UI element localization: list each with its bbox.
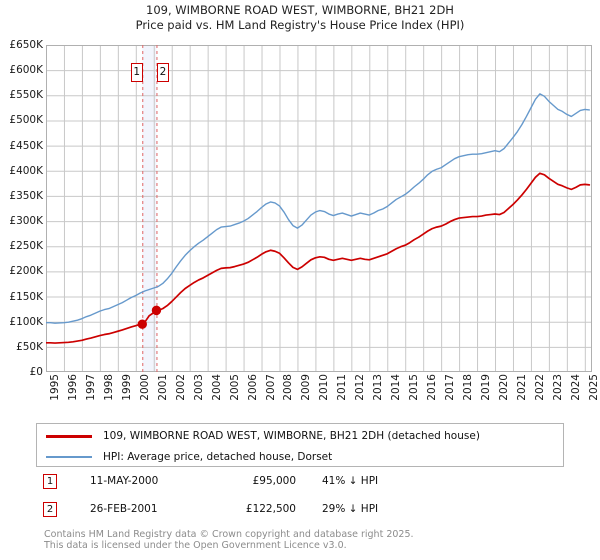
x-axis-tick-label: 1997 (84, 374, 97, 401)
x-axis-tick-label: 1996 (66, 374, 79, 401)
x-axis-tick-label: 2003 (192, 374, 205, 401)
x-axis-tick-label: 1999 (120, 374, 133, 401)
x-axis-tick-label: 2020 (498, 374, 510, 401)
x-axis-tick-label: 2014 (390, 374, 403, 401)
y-axis-tick-label: £50K (16, 340, 43, 353)
transaction-index-badge: 1 (43, 474, 57, 489)
x-axis-tick-label: 1995 (49, 374, 61, 401)
legend-swatch-property (46, 435, 92, 438)
marker-flag-1[interactable]: 1 (130, 63, 143, 82)
y-axis-tick-label: £650K (9, 39, 43, 51)
y-axis-tick-label: £350K (9, 189, 43, 202)
y-axis-tick-label: £200K (9, 265, 43, 278)
transaction-price: £95,000 (252, 475, 296, 487)
transaction-index-badge: 2 (43, 502, 57, 517)
transaction-date: 26-FEB-2001 (90, 503, 158, 515)
x-axis-tick-label: 2008 (282, 374, 295, 401)
series-line-hpi (46, 93, 591, 324)
chart-title-block: 109, WIMBORNE ROAD WEST, WIMBORNE, BH21 … (0, 3, 600, 33)
marker-flag-2[interactable]: 2 (156, 63, 169, 82)
legend-swatch-hpi (46, 456, 92, 459)
transaction-price: £122,500 (245, 503, 296, 515)
x-axis-tick-label: 2025 (587, 374, 600, 401)
legend-item-label: 109, WIMBORNE ROAD WEST, WIMBORNE, BH21 … (103, 430, 480, 442)
x-axis-tick-label: 2005 (228, 374, 241, 401)
y-axis-tick-label: £250K (9, 240, 43, 253)
x-axis-tick-label: 2013 (372, 374, 385, 401)
x-axis-tick-label: 2015 (408, 374, 421, 401)
y-axis-tick-label: £550K (9, 89, 43, 102)
x-axis-tick-label: 2009 (300, 374, 313, 401)
y-axis-tick-label: £500K (9, 114, 43, 127)
x-axis-tick-label: 1998 (102, 374, 115, 401)
page-subtitle: Price paid vs. HM Land Registry's House … (135, 18, 465, 32)
transaction-hpi-delta: 29% ↓ HPI (322, 503, 379, 515)
chart-svg (46, 45, 592, 372)
x-axis-tick-label: 2021 (515, 374, 528, 401)
x-axis-tick-label: 2002 (174, 374, 187, 401)
transaction-row[interactable]: 2 26-FEB-2001 £122,500 29% ↓ HPI (36, 500, 564, 526)
y-axis-tick-label: £100K (9, 315, 43, 328)
y-axis-tick-label: £300K (9, 215, 43, 228)
transactions-table: 1 11-MAY-2000 £95,000 41% ↓ HPI 2 26-FEB-2001… (36, 472, 564, 526)
footer-attribution: Contains HM Land Registry data © Crown c… (44, 529, 584, 551)
x-axis-tick-label: 2010 (318, 374, 331, 401)
legend-item: 109, WIMBORNE ROAD WEST, WIMBORNE, BH21 … (37, 425, 563, 447)
legend-item-label: HPI: Average price, detached house, Dors… (103, 451, 333, 463)
x-axis-tick-label: 2000 (138, 374, 151, 401)
x-axis-tick-label: 2017 (444, 374, 457, 401)
x-axis-labels: 1995 1996 1997 1998 1999 2000 2001 2002 2003 2004… (46, 374, 600, 416)
page-title: 109, WIMBORNE ROAD WEST, WIMBORNE, BH21 … (146, 3, 454, 17)
x-axis-tick-label: 2018 (462, 374, 475, 401)
plot-border (46, 45, 592, 372)
x-axis-tick-label: 2019 (480, 374, 493, 401)
x-axis-tick-label: 2022 (533, 374, 546, 401)
footer-line-2: This data is licensed under the Open Gov… (44, 540, 347, 551)
x-axis-tick-label: 2012 (354, 374, 367, 401)
y-axis-tick-label: £450K (9, 139, 43, 152)
transaction-row[interactable]: 1 11-MAY-2000 £95,000 41% ↓ HPI (36, 472, 564, 498)
legend-item: HPI: Average price, detached house, Dors… (37, 446, 563, 468)
series-line-property (46, 172, 591, 344)
chart-plot-area (46, 45, 592, 372)
x-axis-tick-label: 2001 (156, 374, 169, 401)
x-axis-tick-label: 2011 (336, 374, 349, 401)
transaction-date: 11-MAY-2000 (90, 475, 159, 487)
x-axis-tick-label: 2006 (246, 374, 259, 401)
x-axis-tick-label: 2004 (210, 374, 223, 401)
x-axis-tick-label: 2007 (264, 374, 277, 401)
y-axis-tick-label: £600K (9, 64, 43, 77)
footer-line-1: Contains HM Land Registry data © Crown c… (44, 529, 414, 540)
chart-legend: 109, WIMBORNE ROAD WEST, WIMBORNE, BH21 … (36, 423, 564, 467)
transaction-hpi-delta: 41% ↓ HPI (322, 475, 379, 487)
transaction-marker-dot[interactable] (137, 319, 147, 329)
y-axis-tick-label: £400K (9, 164, 43, 177)
y-axis-labels: £0 £50K £100K £150K £200K £250K £300K £350K £400… (0, 40, 43, 378)
transaction-marker-dot[interactable] (151, 305, 162, 316)
x-axis-tick-label: 2016 (426, 374, 439, 401)
y-axis-tick-label: £0 (29, 366, 43, 378)
y-axis-tick-label: £150K (9, 290, 43, 303)
x-axis-tick-label: 2024 (569, 374, 582, 401)
x-axis-tick-label: 2023 (551, 374, 564, 401)
